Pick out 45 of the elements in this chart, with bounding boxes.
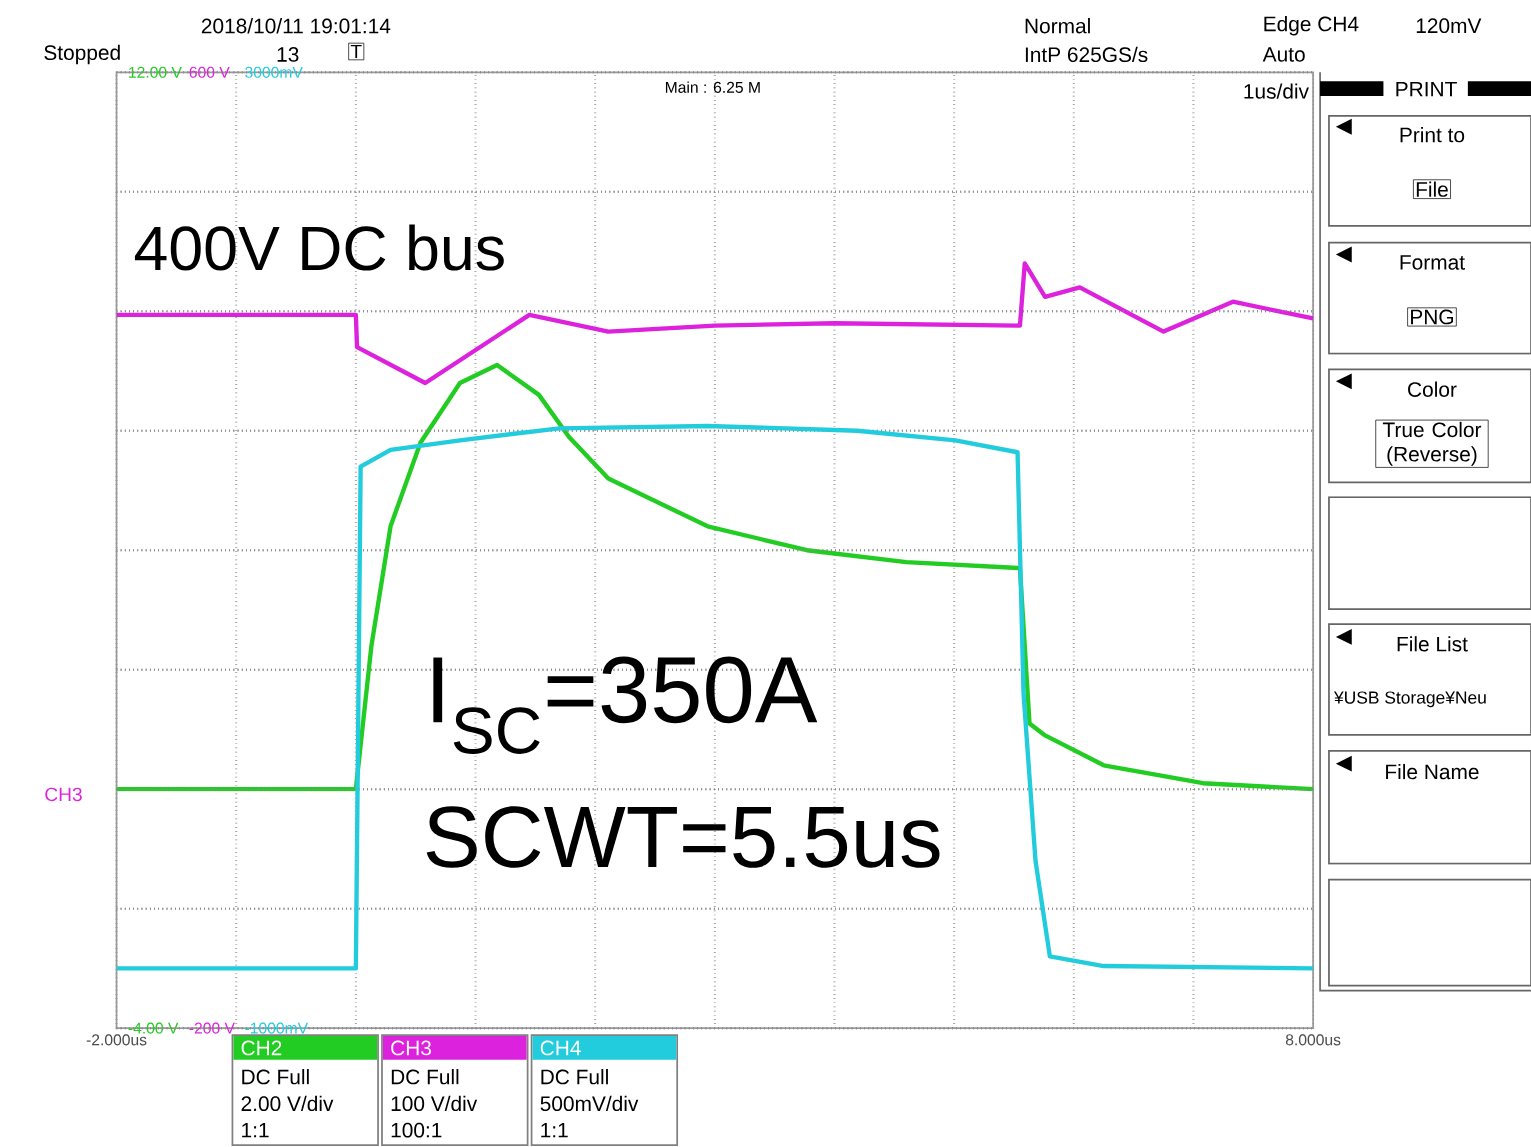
text: 2.00 V/div (241, 1095, 334, 1112)
text: CH3 (391, 1040, 431, 1056)
text: Format (1400, 255, 1465, 270)
text: File (1416, 181, 1448, 197)
x-tick-label: 8.000us (1285, 1034, 1341, 1046)
text: Stopped (44, 44, 120, 65)
text: Normal (1025, 18, 1090, 34)
annotation: 400V DC bus (134, 224, 504, 271)
text: CH2 (241, 1040, 282, 1056)
text: ¥USB Storage¥Neu (1333, 691, 1486, 708)
text: True Color (Reverse) (1382, 421, 1482, 466)
text: PNG (1411, 309, 1454, 325)
annotation: I$_{SC}$=350A (433, 656, 818, 754)
annotation: 1us/div (1244, 83, 1309, 99)
text: CH4 (540, 1040, 581, 1056)
text: 2018/10/11 19:01:14 (201, 18, 391, 34)
x-tick-label: -2.000us (86, 1034, 147, 1046)
text: 1:1 (541, 1123, 568, 1138)
text: CH3 (45, 787, 82, 802)
text: DC Full (541, 1069, 608, 1085)
text: IntP 625GS/s (1025, 46, 1148, 63)
text: 13 (277, 47, 299, 62)
text: 500mV/div (540, 1095, 639, 1112)
text: T (350, 44, 362, 59)
text: 100:1 (391, 1122, 442, 1138)
y3-tick-label: -1000mV (245, 1022, 309, 1034)
text: DC Full (242, 1069, 309, 1085)
annotation: SCWT=5.5us (426, 806, 940, 868)
y-tick-label: 12.00 V (129, 66, 182, 78)
y2-tick-label: -200 V (189, 1022, 235, 1034)
y2-tick-label: 600 V (189, 66, 230, 78)
text: File List (1397, 636, 1468, 652)
text: Auto (1262, 47, 1305, 62)
text: 120mV (1416, 18, 1482, 34)
text: PRINT (1396, 81, 1457, 97)
text: Print to (1400, 127, 1465, 143)
text: 1:1 (242, 1123, 269, 1138)
y3-tick-label: 3000mV (245, 66, 303, 78)
text: Edge CH4 (1264, 16, 1359, 36)
y-tick-label: -4.00 V (128, 1022, 179, 1034)
annotation: Main : 6.25 M (665, 81, 760, 93)
text: DC Full (391, 1069, 459, 1085)
text: Color (1408, 381, 1457, 397)
text: 100 V/div (391, 1095, 478, 1112)
text: File Name (1386, 763, 1479, 780)
